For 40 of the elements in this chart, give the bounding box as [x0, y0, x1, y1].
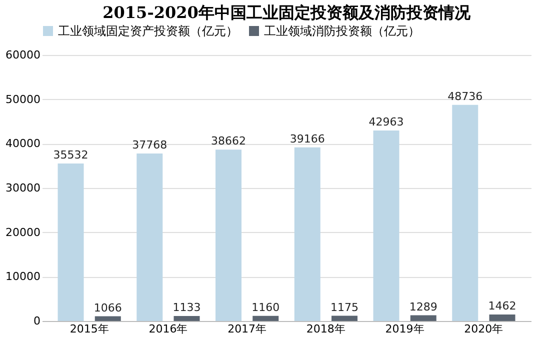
y-tick-label: 20000 [6, 226, 40, 239]
data-label: 1289 [409, 300, 438, 314]
data-label: 1133 [172, 300, 201, 314]
bar [331, 316, 358, 321]
data-label: 37768 [132, 138, 168, 152]
bar [252, 316, 279, 321]
legend-label: 工业领域消防投资额（亿元） [264, 24, 420, 38]
y-tick-label: 30000 [6, 182, 40, 194]
data-label: 1160 [252, 300, 280, 314]
data-label: 35532 [53, 148, 88, 162]
data-label: 1175 [330, 300, 358, 314]
data-label: 38662 [211, 134, 246, 148]
y-tick-label: 0 [34, 314, 40, 328]
bar [58, 163, 84, 321]
bar [489, 314, 516, 321]
data-label: 39166 [290, 132, 325, 146]
x-tick-label: 2015年 [70, 322, 109, 336]
bar [373, 130, 400, 321]
x-tick-label: 2019年 [385, 322, 424, 336]
legend-label: 工业领域固定资产投资额（亿元） [58, 24, 238, 38]
y-tick-label: 50000 [6, 92, 40, 106]
y-tick-label: 40000 [6, 137, 40, 150]
bar [136, 154, 163, 321]
bar [410, 315, 436, 321]
y-tick-label: 60000 [6, 48, 40, 62]
y-tick-label: 10000 [6, 270, 40, 284]
bar [174, 316, 200, 321]
x-tick-label: 2018年 [306, 322, 346, 336]
data-label: 1462 [488, 300, 516, 313]
data-label: 1066 [94, 301, 122, 314]
x-tick-label: 2017年 [228, 322, 267, 336]
bar [94, 316, 121, 321]
bar [294, 147, 320, 321]
data-label: 42963 [368, 116, 404, 129]
x-tick-label: 2016年 [148, 322, 188, 336]
bar [452, 104, 478, 321]
data-label: 48736 [448, 90, 483, 103]
bar [216, 150, 242, 321]
x-tick-label: 2020年 [464, 322, 504, 336]
chart-title: 2015-2020年中国工业固定投资额及消防投资情况 [102, 3, 472, 22]
